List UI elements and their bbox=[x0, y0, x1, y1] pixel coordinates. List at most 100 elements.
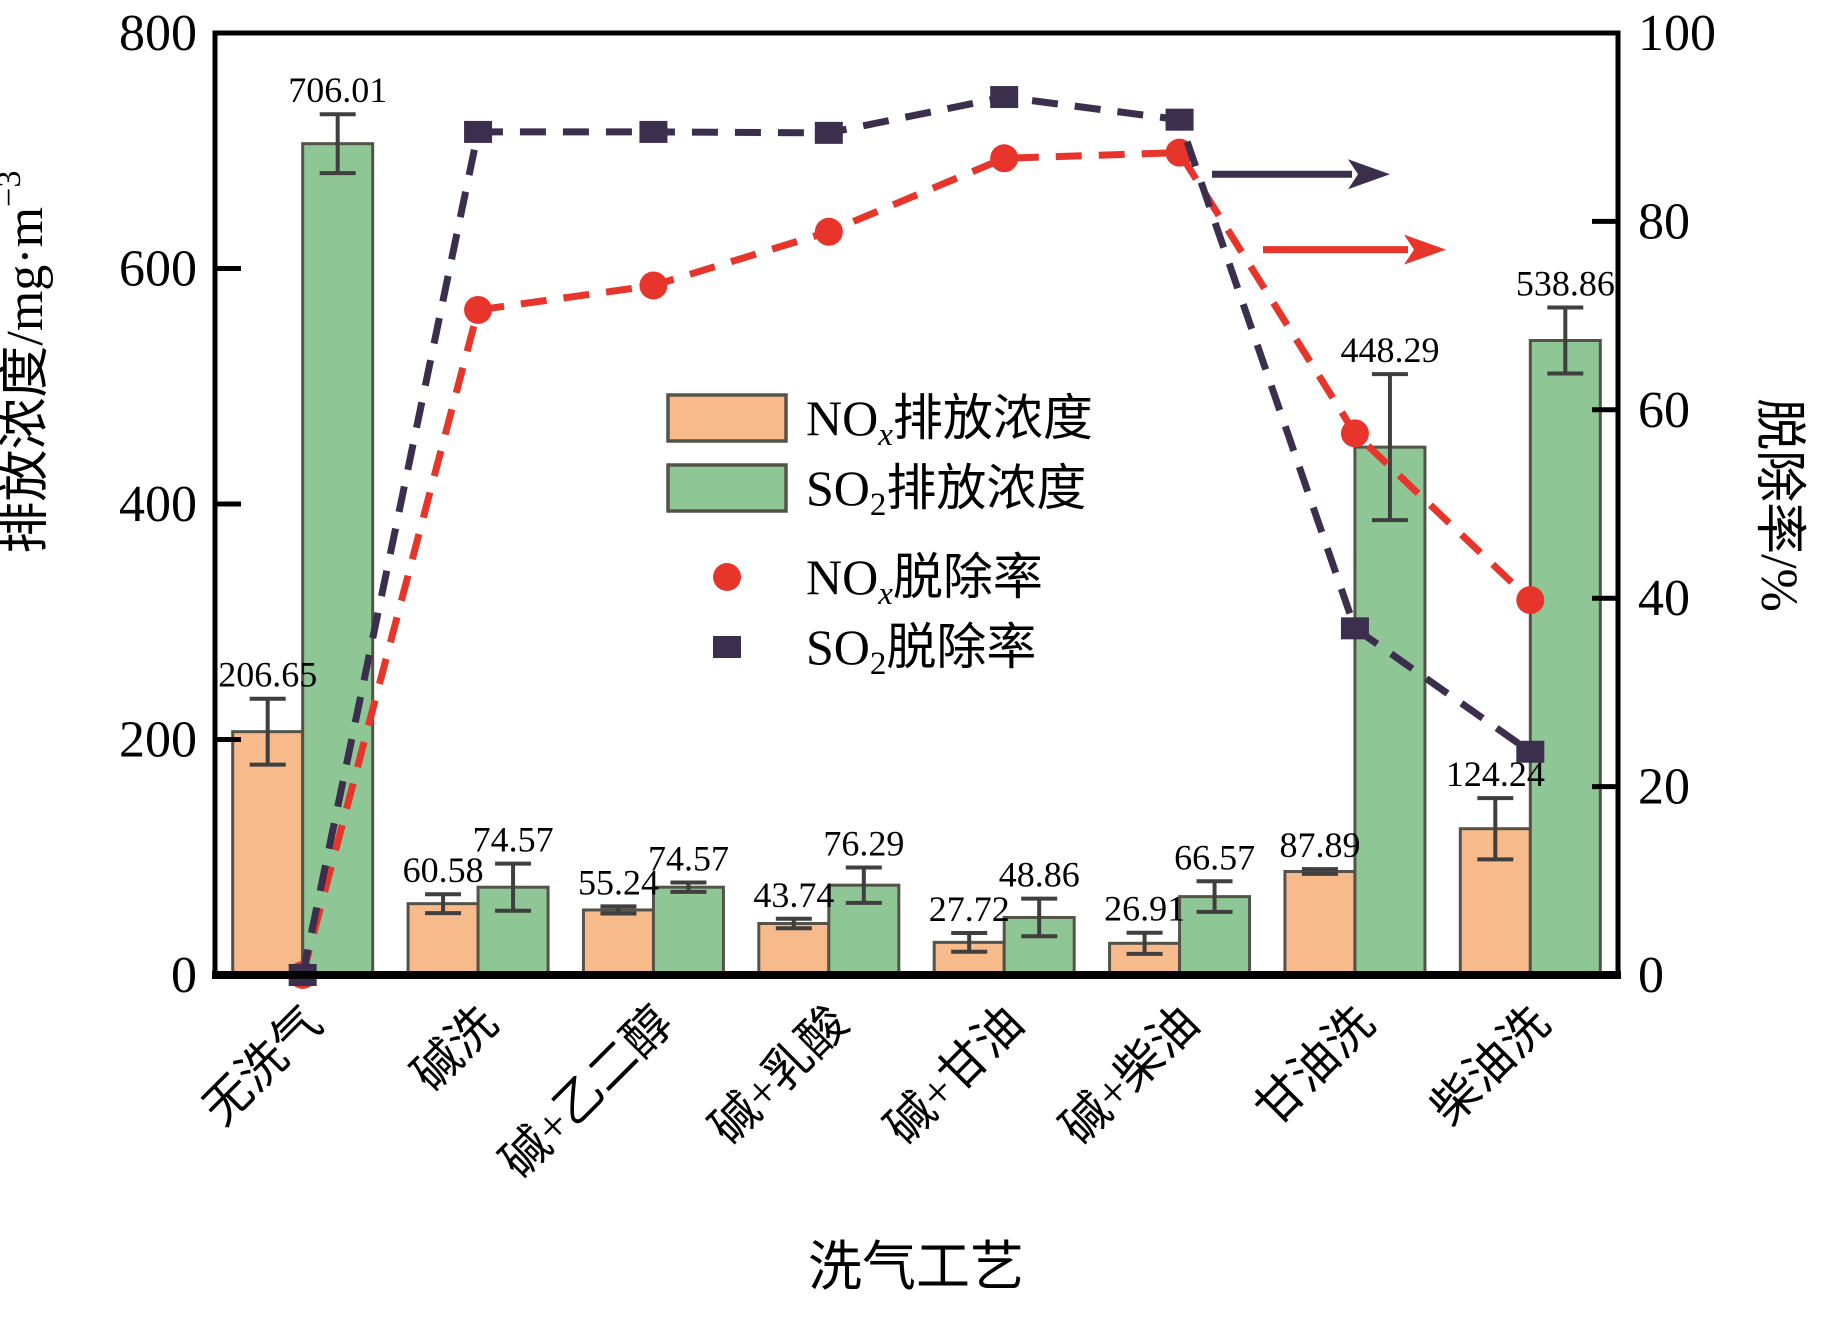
nox-removal-line bbox=[288, 138, 1545, 989]
bar-value-label: 27.72 bbox=[929, 889, 1010, 929]
bar bbox=[757, 921, 831, 977]
bar-value-label: 706.01 bbox=[288, 70, 387, 110]
error-bar bbox=[951, 930, 988, 954]
error-bar bbox=[845, 865, 882, 905]
bar-value-label: 87.89 bbox=[1279, 825, 1360, 865]
right-axis-title: 脱除率/% bbox=[1750, 398, 1807, 612]
circle-marker bbox=[1340, 419, 1369, 448]
dashed-line bbox=[299, 149, 1533, 976]
x-category-label: 碱+乙二醇 bbox=[491, 996, 683, 1188]
error-bar bbox=[1301, 867, 1338, 876]
error-bar bbox=[249, 696, 286, 767]
left-tick-label: 0 bbox=[171, 947, 197, 1004]
circle-marker bbox=[464, 295, 493, 324]
legend-item-so2-removal: SO2脱除率 bbox=[713, 619, 1036, 682]
legend-item-nox-emission: NOx排放浓度 bbox=[666, 390, 1093, 453]
square-marker bbox=[990, 86, 1019, 109]
right-tick-label: 40 bbox=[1638, 570, 1690, 627]
bar-value-label: 206.65 bbox=[218, 655, 317, 695]
bar-value-label: 74.57 bbox=[648, 838, 729, 878]
error-bar bbox=[775, 916, 812, 931]
error-bar bbox=[1371, 372, 1408, 523]
bar bbox=[581, 908, 655, 977]
bars-layer bbox=[231, 112, 1602, 977]
square-marker bbox=[1516, 740, 1545, 763]
left-axis: 0 200 400 600 800 bbox=[119, 5, 241, 1004]
error-bar bbox=[425, 892, 462, 916]
bar-value-label: 48.86 bbox=[999, 855, 1080, 895]
bar bbox=[651, 885, 725, 977]
x-category-label: 碱+甘油 bbox=[876, 996, 1034, 1154]
legend-label: NOx排放浓度 bbox=[806, 390, 1093, 453]
error-bar bbox=[1126, 930, 1163, 956]
bar bbox=[1283, 870, 1357, 977]
bar-value-label: 60.58 bbox=[403, 850, 484, 890]
left-tick-label: 400 bbox=[119, 476, 197, 533]
bar-value-label: 76.29 bbox=[823, 824, 904, 864]
square-marker bbox=[639, 120, 668, 143]
so2-removal-axis-arrow bbox=[1212, 159, 1390, 190]
error-bar bbox=[319, 112, 356, 176]
bar bbox=[1353, 445, 1427, 977]
legend-swatch bbox=[666, 393, 788, 443]
dashed-line bbox=[299, 93, 1533, 976]
legend-swatch bbox=[666, 463, 788, 513]
bar-value-label: 43.74 bbox=[753, 875, 834, 915]
legend-label: SO2脱除率 bbox=[806, 619, 1036, 682]
x-category-label: 甘油洗 bbox=[1245, 996, 1384, 1135]
right-tick-label: 80 bbox=[1638, 193, 1690, 250]
x-category-label: 碱+柴油 bbox=[1051, 996, 1209, 1154]
bar-value-label: 448.29 bbox=[1340, 330, 1439, 370]
square-marker bbox=[1340, 617, 1369, 640]
right-tick-label: 20 bbox=[1638, 759, 1690, 816]
error-bar bbox=[1547, 305, 1584, 376]
error-bar bbox=[600, 904, 637, 916]
right-axis: 0 20 40 60 80 100 bbox=[1592, 5, 1716, 1004]
square-marker bbox=[814, 121, 843, 144]
nox-removal-axis-arrow bbox=[1263, 234, 1446, 265]
x-category-label: 无洗气 bbox=[193, 996, 332, 1135]
left-tick-label: 600 bbox=[119, 241, 197, 298]
error-bar bbox=[1477, 796, 1514, 862]
left-axis-title: 排放浓度/mg·m−3 bbox=[0, 170, 54, 553]
so2-removal-line bbox=[288, 86, 1545, 986]
right-tick-label: 100 bbox=[1638, 5, 1716, 62]
x-category-label: 碱洗 bbox=[402, 996, 507, 1101]
x-category-label: 柴油洗 bbox=[1421, 996, 1560, 1135]
legend: NOx排放浓度 SO2排放浓度 NOx脱除率 SO2脱除率 bbox=[666, 390, 1093, 682]
legend-label: NOx脱除率 bbox=[806, 549, 1043, 612]
right-tick-label: 60 bbox=[1638, 382, 1690, 439]
circle-marker bbox=[639, 271, 668, 300]
circle-marker bbox=[814, 217, 843, 246]
bar-value-label: 66.57 bbox=[1174, 837, 1255, 877]
left-tick-label: 200 bbox=[119, 712, 197, 769]
bar-value-label: 55.24 bbox=[578, 862, 659, 902]
bar bbox=[231, 730, 305, 977]
x-category-label: 碱+乳酸 bbox=[700, 996, 858, 1154]
bar-value-label: 74.57 bbox=[473, 820, 554, 860]
error-bar bbox=[1196, 879, 1233, 914]
bar bbox=[1528, 338, 1602, 977]
error-bar bbox=[670, 880, 707, 894]
error-bar bbox=[1021, 896, 1058, 939]
left-tick-label: 800 bbox=[119, 5, 197, 62]
error-bar bbox=[495, 861, 532, 913]
bars-nox-emission bbox=[231, 696, 1532, 977]
right-tick-label: 0 bbox=[1638, 947, 1664, 1004]
arrow-head bbox=[1404, 234, 1446, 265]
legend-circle-marker bbox=[713, 563, 741, 591]
circle-marker bbox=[990, 144, 1019, 173]
legend-item-so2-emission: SO2排放浓度 bbox=[666, 460, 1086, 523]
legend-square-marker bbox=[713, 636, 741, 658]
square-marker bbox=[1165, 108, 1194, 131]
bar-value-label: 538.86 bbox=[1516, 264, 1615, 304]
x-axis-title: 洗气工艺 bbox=[808, 1237, 1024, 1297]
bar-value-label: 26.91 bbox=[1104, 889, 1185, 929]
legend-item-nox-removal: NOx脱除率 bbox=[713, 549, 1043, 612]
arrow-head bbox=[1348, 159, 1390, 190]
legend-label: SO2排放浓度 bbox=[806, 460, 1086, 523]
